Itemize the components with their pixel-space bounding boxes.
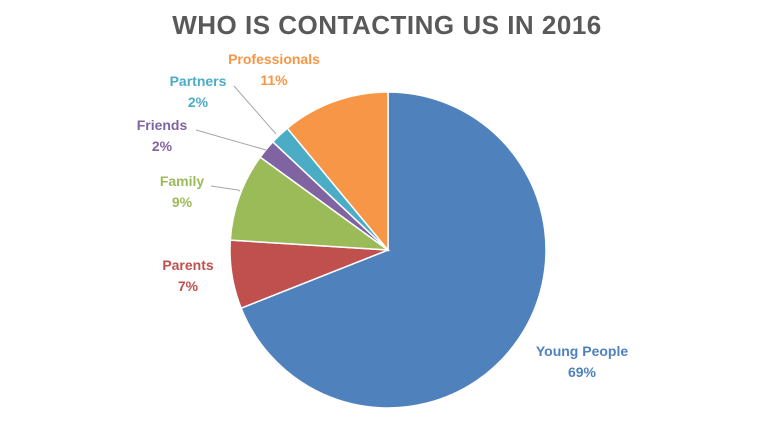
pie-slice-family [229,156,391,251]
pie-slice-professionals [286,91,389,253]
chart-title: WHO IS CONTACTING US IN 2016 [172,10,602,40]
pie-slice-young-people [240,91,547,409]
leader-line-partners [233,85,277,135]
data-label-value-friends: 2% [152,138,173,154]
leader-line-family [210,185,241,192]
data-label-value-professionals: 11% [260,72,288,88]
data-label-value-family: 9% [172,194,193,210]
leader-line-friends [195,129,267,151]
data-label-name-parents: Parents [162,257,214,273]
data-label-name-young-people: Young People [536,343,629,359]
data-label-name-partners: Partners [170,73,227,89]
data-label-value-partners: 2% [188,94,209,110]
data-label-value-young-people: 69% [568,364,597,380]
data-label-name-family: Family [160,173,205,189]
data-label-name-friends: Friends [137,117,188,133]
data-label-value-parents: 7% [178,278,199,294]
data-label-name-professionals: Professionals [228,51,320,67]
